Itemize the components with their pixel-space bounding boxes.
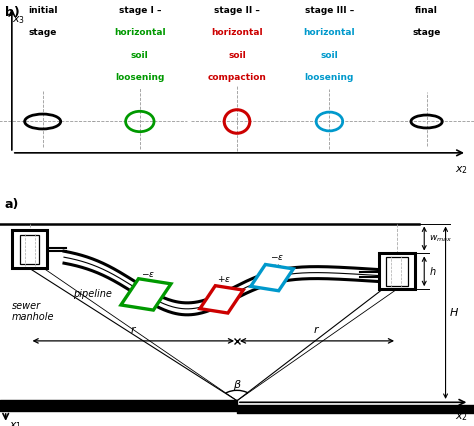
Polygon shape xyxy=(200,286,243,313)
Text: loosening: loosening xyxy=(115,73,164,83)
Text: stage II –: stage II – xyxy=(214,6,260,15)
Text: stage: stage xyxy=(28,29,57,37)
Bar xyxy=(379,253,415,289)
Text: $+\varepsilon$: $+\varepsilon$ xyxy=(217,274,231,284)
Text: compaction: compaction xyxy=(208,73,266,83)
Text: $r$: $r$ xyxy=(313,324,320,335)
Text: stage I –: stage I – xyxy=(118,6,161,15)
Polygon shape xyxy=(121,279,171,310)
Text: $H$: $H$ xyxy=(449,305,459,317)
Bar xyxy=(12,230,47,268)
Text: a): a) xyxy=(5,198,19,211)
Text: final: final xyxy=(415,6,438,15)
Text: $x_2$: $x_2$ xyxy=(456,412,468,423)
Text: pipeline: pipeline xyxy=(73,289,112,299)
Text: $-\varepsilon$: $-\varepsilon$ xyxy=(270,253,284,262)
Text: soil: soil xyxy=(228,51,246,60)
Text: b): b) xyxy=(5,6,19,19)
Text: $x_1$: $x_1$ xyxy=(9,420,22,426)
Text: $\beta$: $\beta$ xyxy=(233,378,241,392)
Text: sewer
manhole: sewer manhole xyxy=(12,301,55,322)
Text: stage: stage xyxy=(412,29,441,37)
Text: $h$: $h$ xyxy=(429,265,437,277)
Text: initial: initial xyxy=(28,6,57,15)
Bar xyxy=(386,257,408,286)
Text: $w_{max}$: $w_{max}$ xyxy=(429,233,452,244)
Text: horizontal: horizontal xyxy=(211,29,263,37)
Text: loosening: loosening xyxy=(305,73,354,83)
Text: $x_3$: $x_3$ xyxy=(12,14,25,26)
Text: soil: soil xyxy=(320,51,338,60)
Text: stage III –: stage III – xyxy=(305,6,354,15)
Text: soil: soil xyxy=(131,51,149,60)
Bar xyxy=(20,235,39,264)
Text: horizontal: horizontal xyxy=(304,29,355,37)
Text: $-\varepsilon$: $-\varepsilon$ xyxy=(141,270,155,279)
Text: $x_2$: $x_2$ xyxy=(456,164,468,176)
Text: $r$: $r$ xyxy=(130,324,137,335)
Polygon shape xyxy=(251,265,293,291)
Text: horizontal: horizontal xyxy=(114,29,165,37)
